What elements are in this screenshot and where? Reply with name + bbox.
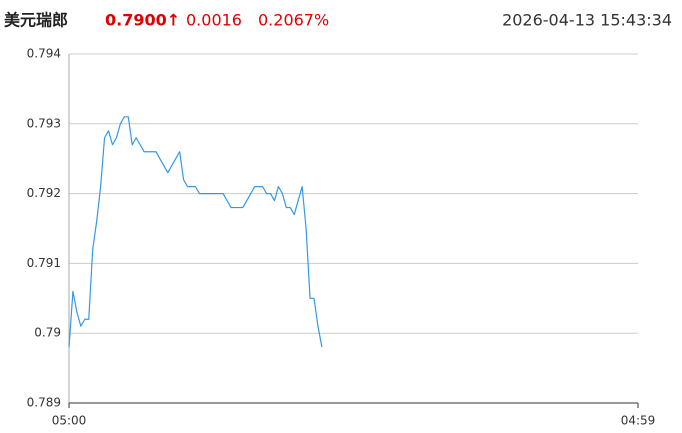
change-percent: 0.2067% bbox=[258, 11, 329, 30]
x-tick-label: 05:00 bbox=[52, 414, 87, 428]
y-tick-label: 0.794 bbox=[27, 47, 61, 61]
y-tick-label: 0.789 bbox=[27, 396, 61, 410]
price-line bbox=[68, 116, 323, 348]
y-tick-label: 0.793 bbox=[27, 116, 61, 130]
symbol-name: 美元瑞郎 bbox=[4, 11, 68, 30]
y-tick-label: 0.791 bbox=[27, 256, 61, 270]
price: 0.7900↑ bbox=[105, 11, 180, 30]
y-tick-label: 0.792 bbox=[27, 186, 61, 200]
change: 0.0016 bbox=[186, 11, 242, 30]
x-tick-label: 04:59 bbox=[621, 414, 656, 428]
y-tick-label: 0.79 bbox=[34, 326, 61, 340]
timestamp: 2026-04-13 15:43:34 bbox=[502, 11, 672, 30]
